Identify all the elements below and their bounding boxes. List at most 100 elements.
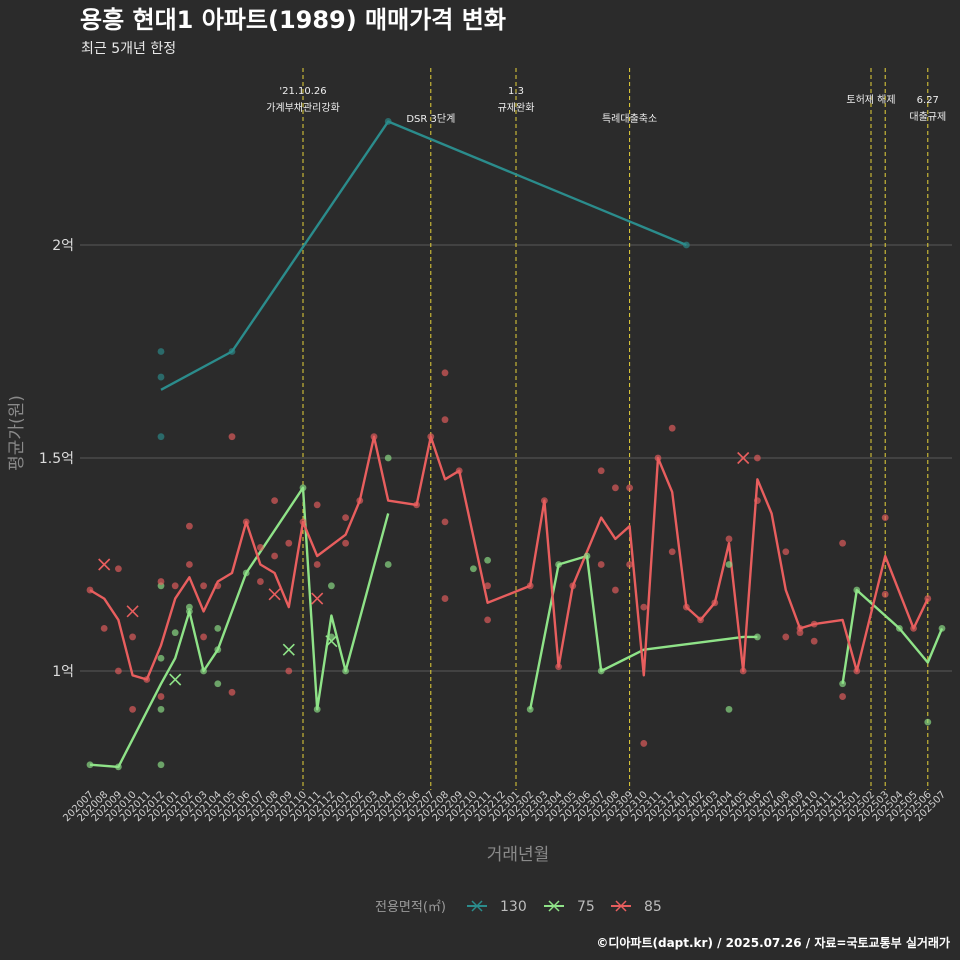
data-point-85 bbox=[342, 514, 349, 522]
data-point-130 bbox=[157, 433, 165, 441]
y-tick-label: 1.5억 bbox=[39, 451, 74, 467]
series-line-130 bbox=[160, 120, 687, 391]
data-point-85 bbox=[441, 369, 449, 377]
data-point-75 bbox=[171, 629, 179, 637]
data-point-85 bbox=[413, 501, 420, 509]
data-point-85 bbox=[555, 663, 562, 671]
data-point-85 bbox=[214, 582, 222, 590]
legend-label: 75 bbox=[577, 899, 595, 915]
data-point-85 bbox=[782, 633, 790, 641]
data-points bbox=[86, 118, 946, 771]
data-point-85 bbox=[242, 518, 250, 526]
data-point-85 bbox=[441, 416, 449, 424]
data-point-85 bbox=[271, 497, 278, 504]
data-point-75 bbox=[200, 667, 208, 675]
cancelled-mark-85 bbox=[311, 592, 324, 605]
y-axis-title: 평균가(원) bbox=[7, 395, 27, 471]
data-point-85 bbox=[683, 603, 690, 611]
data-point-130 bbox=[228, 348, 236, 355]
data-point-75 bbox=[853, 586, 861, 594]
legend-title: 전용면적(㎡) bbox=[375, 900, 446, 915]
data-point-85 bbox=[313, 561, 321, 568]
data-point-75 bbox=[115, 763, 122, 771]
data-point-85 bbox=[526, 582, 534, 590]
data-point-85 bbox=[257, 578, 264, 585]
data-point-75 bbox=[214, 625, 222, 632]
data-point-75 bbox=[484, 556, 491, 564]
data-point-75 bbox=[583, 552, 591, 560]
data-point-85 bbox=[626, 561, 633, 568]
data-point-75 bbox=[470, 565, 477, 573]
data-point-85 bbox=[370, 433, 378, 441]
data-point-85 bbox=[129, 705, 137, 713]
data-point-85 bbox=[910, 625, 917, 632]
data-point-85 bbox=[200, 582, 208, 590]
data-point-85 bbox=[810, 620, 818, 628]
data-point-75 bbox=[896, 625, 903, 632]
data-point-85 bbox=[186, 522, 193, 530]
data-point-85 bbox=[725, 535, 733, 543]
data-point-85 bbox=[839, 693, 846, 700]
data-point-85 bbox=[597, 467, 605, 475]
data-point-85 bbox=[881, 514, 889, 522]
data-point-85 bbox=[810, 637, 818, 645]
y-tick-label: 1억 bbox=[52, 664, 74, 680]
event-label: DSR 3단계 bbox=[406, 113, 455, 125]
cancelled-mark-75 bbox=[325, 635, 338, 648]
cancelled-mark-75 bbox=[282, 643, 295, 656]
data-point-75 bbox=[157, 761, 165, 769]
data-point-85 bbox=[455, 467, 463, 475]
data-point-85 bbox=[626, 484, 633, 492]
legend: 전용면적(㎡) 130 75 85 bbox=[375, 899, 662, 915]
data-point-85 bbox=[654, 454, 662, 462]
data-point-85 bbox=[697, 616, 704, 624]
data-point-75 bbox=[555, 561, 562, 568]
data-point-85 bbox=[313, 501, 321, 509]
chart-title: 용흥 현대1 아파트(1989) 매매가격 변화 bbox=[80, 6, 506, 34]
data-point-85 bbox=[711, 599, 719, 607]
data-point-75 bbox=[299, 484, 307, 492]
event-label: 가계부채관리강화 bbox=[266, 102, 340, 114]
data-point-85 bbox=[157, 578, 165, 585]
data-point-85 bbox=[200, 633, 208, 641]
data-point-85 bbox=[839, 539, 846, 547]
data-point-75 bbox=[242, 569, 250, 577]
data-point-85 bbox=[782, 548, 790, 556]
data-point-130 bbox=[683, 241, 690, 249]
data-point-85 bbox=[115, 667, 122, 675]
data-point-85 bbox=[612, 484, 619, 492]
event-label: '21.10.26 bbox=[279, 86, 326, 97]
data-point-85 bbox=[754, 497, 761, 504]
data-point-85 bbox=[441, 518, 449, 526]
data-point-85 bbox=[129, 633, 137, 641]
cancelled-mark-85 bbox=[126, 605, 139, 618]
data-point-75 bbox=[526, 705, 534, 713]
data-point-85 bbox=[257, 544, 264, 551]
data-point-75 bbox=[384, 561, 392, 568]
data-point-75 bbox=[214, 646, 222, 654]
data-point-85 bbox=[924, 595, 932, 602]
data-point-75 bbox=[86, 761, 94, 769]
data-point-75 bbox=[597, 667, 605, 675]
data-point-85 bbox=[100, 625, 108, 632]
data-point-85 bbox=[541, 497, 548, 504]
data-point-85 bbox=[612, 586, 619, 594]
data-point-75 bbox=[938, 625, 946, 632]
data-point-75 bbox=[839, 680, 846, 688]
data-point-75 bbox=[754, 633, 761, 641]
data-point-85 bbox=[597, 561, 605, 568]
event-label: 규제완화 bbox=[498, 102, 535, 114]
data-point-75 bbox=[725, 705, 733, 713]
data-point-85 bbox=[640, 740, 648, 747]
data-point-85 bbox=[86, 586, 94, 594]
event-label: 6.27 bbox=[917, 95, 939, 106]
legend-item-85: 85 bbox=[611, 899, 662, 915]
data-point-85 bbox=[796, 629, 804, 637]
data-point-75 bbox=[342, 667, 349, 675]
data-point-130 bbox=[384, 118, 392, 125]
data-point-85 bbox=[640, 603, 648, 611]
data-point-85 bbox=[427, 433, 435, 441]
data-point-85 bbox=[271, 552, 278, 560]
data-point-85 bbox=[569, 582, 577, 590]
